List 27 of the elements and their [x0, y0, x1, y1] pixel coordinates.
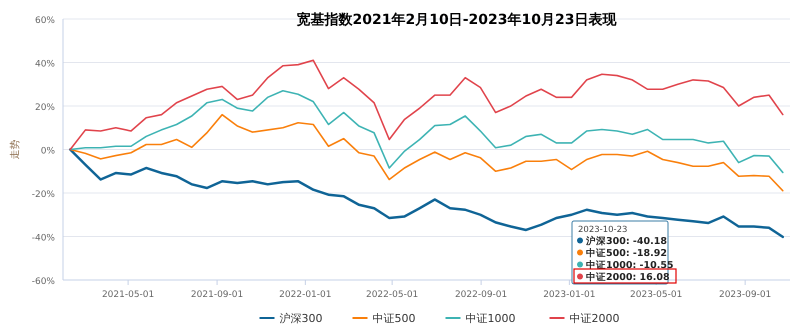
chart-title: 宽基指数2021年2月10日-2023年10月23日表现 [296, 11, 618, 28]
y-tick-label: -20% [32, 190, 56, 200]
annotation: 中证500: -18.92 [586, 247, 667, 259]
x-tick-label: 2023-01-01 [543, 290, 596, 300]
legend-label: 中证2000 [570, 312, 620, 325]
annotation: 沪深300: -40.18 [585, 235, 668, 247]
line-series [69, 60, 784, 150]
y-axis-title: 走势 [9, 140, 21, 160]
y-tick-label: 40% [34, 60, 56, 70]
annotation: 2023-10-23 [578, 225, 628, 235]
legend-label: 中证500 [372, 312, 416, 325]
x-tick-label: 2022-01-01 [279, 290, 332, 300]
x-tick-label: 2021-09-01 [190, 290, 244, 300]
x-tick-label: 2023-09-01 [718, 290, 772, 300]
x-tick-label: 2022-09-01 [454, 290, 508, 300]
x-tick-label: 2023-05-01 [630, 290, 682, 300]
legend-label: 中证1000 [466, 312, 516, 325]
y-tick-label: 0% [40, 146, 56, 156]
y-tick-label: -40% [32, 234, 56, 244]
y-tick-label: 20% [34, 103, 56, 113]
y-tick-label: 60% [34, 16, 56, 26]
x-tick-label: 2021-05-01 [102, 290, 154, 300]
x-tick-label: 2022-05-01 [366, 290, 418, 300]
line-series [69, 90, 784, 174]
y-tick-label: -60% [32, 277, 56, 287]
legend-label: 沪深300 [280, 312, 322, 325]
line-series [69, 114, 784, 192]
